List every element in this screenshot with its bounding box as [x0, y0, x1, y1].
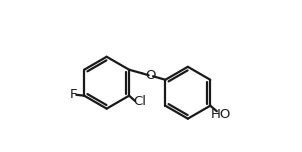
Text: HO: HO [211, 108, 231, 121]
Text: F: F [69, 88, 77, 101]
Text: Cl: Cl [133, 95, 146, 107]
Text: O: O [146, 69, 156, 82]
